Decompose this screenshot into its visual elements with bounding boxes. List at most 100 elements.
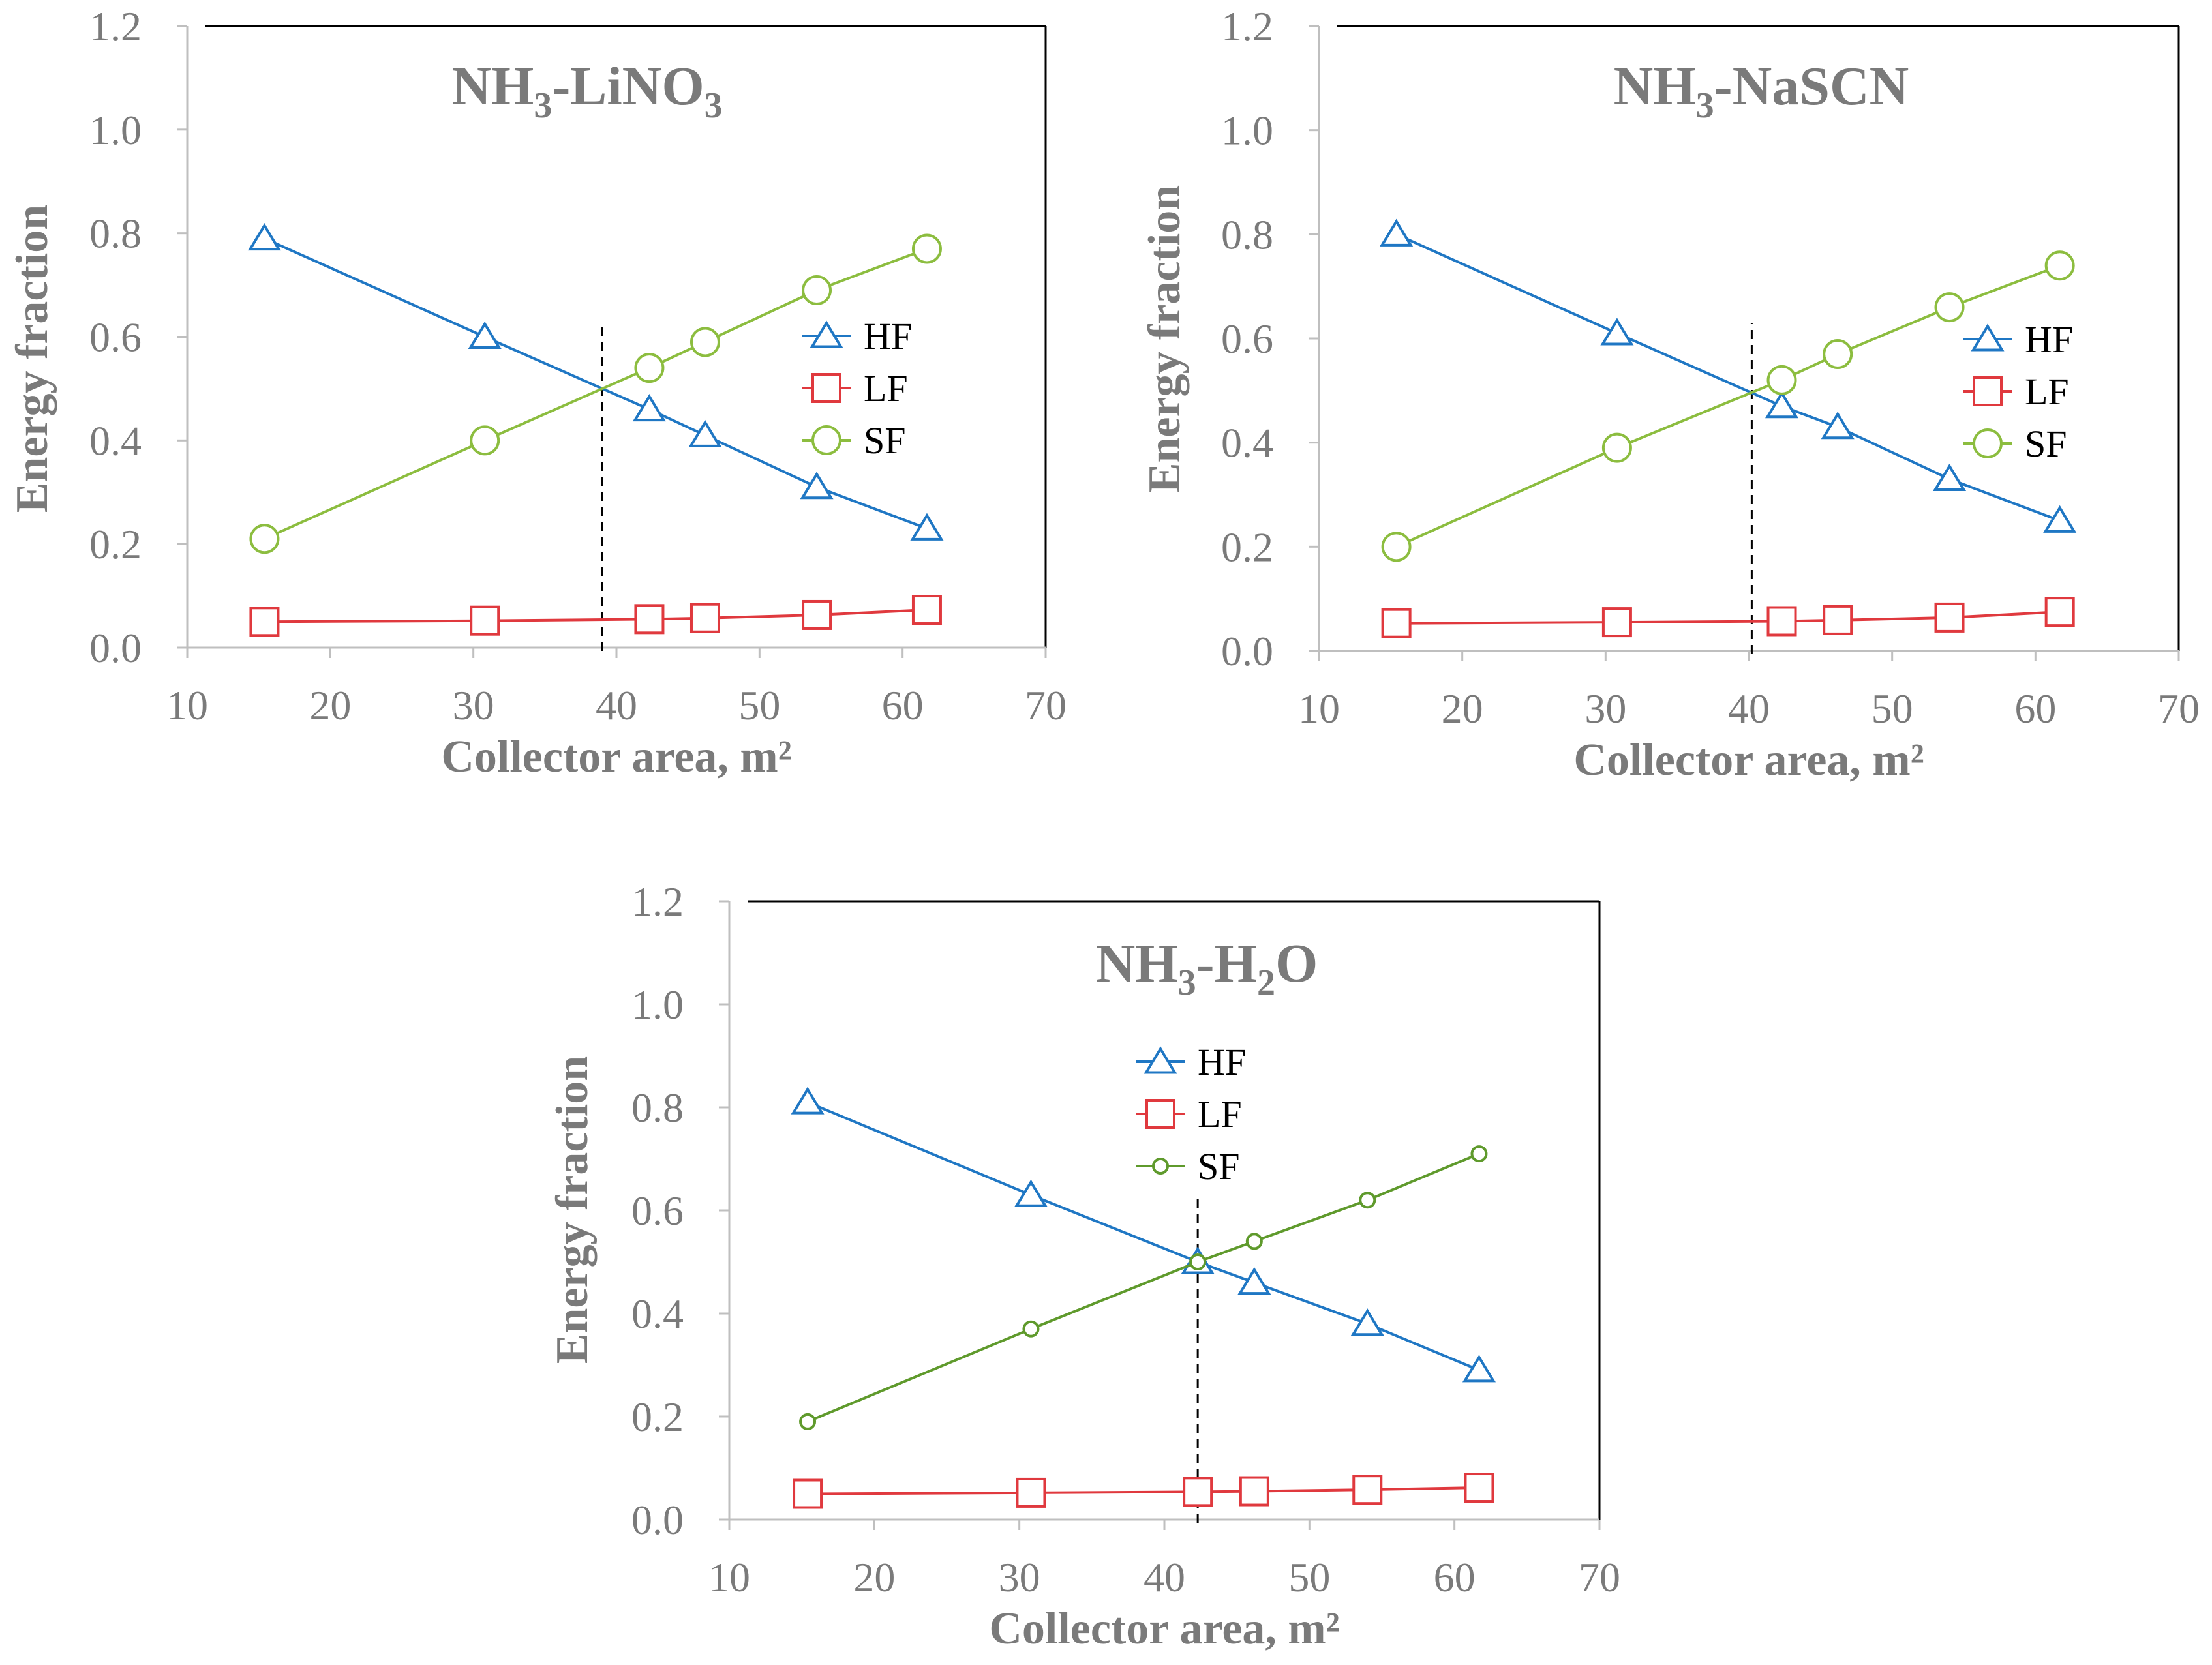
data-point-sf — [1022, 1320, 1040, 1338]
data-point-lf — [793, 1478, 823, 1509]
y-tick-label: 0.4 — [89, 417, 142, 464]
data-point-lf — [1934, 602, 1965, 633]
legend-marker — [1973, 428, 2003, 458]
series-line-lf — [808, 1486, 1479, 1495]
x-tick-label: 50 — [1871, 685, 1913, 732]
chart-title-part: NH — [451, 56, 534, 117]
legend-label: LF — [864, 367, 908, 410]
chart-panel-1: 10 20 30 40 50 60 70 0.0 0.2 0.4 0.6 0.8 1.0 1.2 Colle… — [7, 3, 1067, 782]
legend-label: HF — [2025, 318, 2073, 361]
x-tick-label: 20 — [853, 1554, 895, 1600]
data-point-lf — [249, 607, 280, 637]
data-point-sf — [1359, 1192, 1376, 1209]
x-tick-label: 40 — [1728, 685, 1770, 732]
chart-title-part: O — [1275, 933, 1318, 994]
legend-marker — [1971, 323, 2005, 352]
y-axis-title: Energy fraction — [1140, 185, 1190, 493]
data-point-hf — [1765, 391, 1799, 419]
data-point-lf — [1183, 1477, 1213, 1507]
series-line-hf — [264, 237, 928, 530]
series-line-hf — [807, 1101, 1480, 1372]
legend-label: SF — [864, 419, 906, 462]
series-line-sf — [807, 1152, 1480, 1423]
data-point-hf — [910, 513, 944, 541]
y-tick-label: 0.8 — [89, 211, 142, 257]
y-tick-label: 0.2 — [1221, 524, 1273, 570]
data-point-lf — [689, 603, 720, 633]
data-point-hf — [1014, 1179, 1048, 1207]
y-tick-label: 1.0 — [1221, 108, 1273, 154]
series-line-sf — [264, 247, 928, 541]
chart-title-subscript: 3 — [1696, 85, 1714, 126]
legend-label: SF — [2025, 423, 2067, 465]
x-tick-label: 40 — [1144, 1554, 1185, 1600]
chart-title-subscript: 2 — [1257, 963, 1275, 1003]
chart-panel-3: 10 20 30 40 50 60 70 0.0 0.2 0.4 0.6 0.8 1.0 1.2 Colle… — [547, 878, 1620, 1654]
chart-title: NH3-NaSCN — [1614, 56, 1909, 126]
data-point-sf — [799, 1413, 817, 1430]
data-point-sf — [1823, 338, 1853, 369]
data-point-sf — [1766, 365, 1797, 395]
chart-title-part: NH — [1614, 56, 1696, 117]
data-point-hf — [2043, 505, 2077, 533]
y-axis-title: Energy fraction — [547, 1056, 598, 1364]
x-tick-label: 30 — [999, 1554, 1040, 1600]
x-tick-label: 30 — [1584, 685, 1626, 732]
data-point-sf — [249, 524, 280, 554]
legend-marker — [1145, 1099, 1175, 1129]
data-point-lf — [2044, 597, 2075, 627]
data-point-hf — [1932, 463, 1967, 492]
data-point-sf — [1189, 1253, 1207, 1270]
data-point-sf — [634, 353, 665, 383]
y-tick-label: 0.4 — [631, 1291, 684, 1337]
data-point-hf — [1821, 412, 1855, 440]
chart-title-part: NH — [1096, 933, 1178, 994]
y-axis-title: Energy fraction — [7, 205, 57, 513]
x-axis-title: Collector area, m² — [989, 1604, 1339, 1654]
y-tick-label: 0.6 — [89, 314, 142, 361]
legend-label: HF — [864, 315, 912, 357]
chart-title-part: -NaSCN — [1714, 56, 1909, 117]
x-tick-label: 10 — [166, 682, 208, 728]
chart-title-subscript: 3 — [534, 85, 552, 126]
x-tick-label: 60 — [882, 682, 924, 728]
y-tick-label: 1.2 — [631, 878, 684, 925]
data-point-sf — [1601, 432, 1632, 463]
y-tick-label: 0.0 — [1221, 628, 1273, 674]
data-point-sf — [1381, 532, 1412, 562]
legend-marker — [811, 373, 841, 403]
x-tick-label: 30 — [453, 682, 494, 728]
data-point-hf — [1380, 218, 1414, 247]
x-tick-label: 60 — [1434, 1554, 1476, 1600]
data-point-sf — [470, 425, 500, 456]
x-tick-label: 10 — [708, 1554, 750, 1600]
data-point-sf — [1934, 292, 1965, 323]
data-point-lf — [911, 595, 942, 625]
data-point-lf — [1766, 606, 1797, 637]
data-point-lf — [1464, 1473, 1494, 1503]
legend-marker — [1152, 1158, 1169, 1175]
y-tick-label: 1.0 — [631, 982, 684, 1028]
x-tick-label: 70 — [1579, 1554, 1620, 1600]
series-line-lf — [264, 608, 928, 623]
legend-label: LF — [2025, 370, 2069, 413]
data-point-hf — [468, 321, 502, 349]
data-point-hf — [791, 1087, 825, 1115]
data-point-lf — [1352, 1475, 1383, 1505]
x-tick-label: 20 — [1442, 685, 1483, 732]
x-tick-label: 50 — [1288, 1554, 1330, 1600]
y-tick-label: 1.0 — [89, 107, 142, 153]
y-tick-label: 1.2 — [89, 3, 142, 50]
data-point-hf — [1350, 1308, 1384, 1336]
data-point-hf — [800, 472, 834, 500]
data-point-sf — [911, 233, 942, 264]
data-point-sf — [1245, 1233, 1263, 1250]
data-point-sf — [689, 327, 720, 357]
chart-title-subscript: 3 — [705, 85, 723, 126]
y-tick-label: 0.8 — [631, 1085, 684, 1131]
y-tick-label: 0.2 — [631, 1394, 684, 1440]
legend-marker — [810, 320, 843, 348]
x-tick-label: 70 — [2158, 685, 2200, 732]
legend-label: HF — [1198, 1041, 1246, 1083]
